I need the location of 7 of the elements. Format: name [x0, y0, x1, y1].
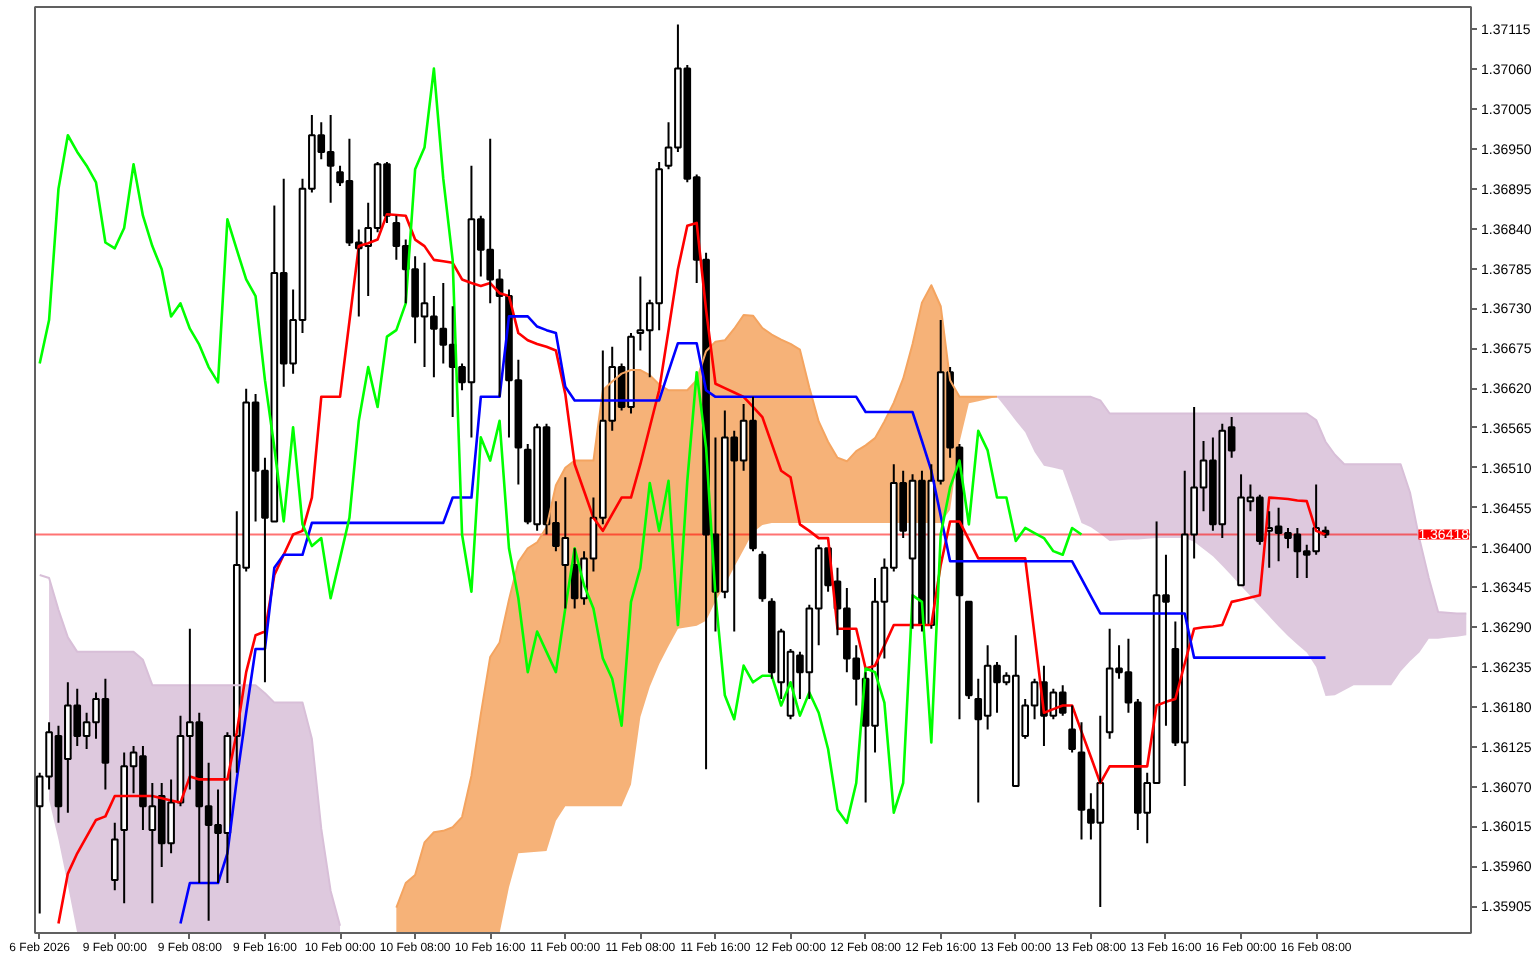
candlestick [965, 600, 973, 700]
candlestick [1068, 704, 1076, 754]
candlestick [758, 550, 767, 603]
candlestick [110, 821, 119, 892]
line-series [179, 315, 1327, 925]
line-series [38, 67, 1083, 825]
line-series [57, 212, 1327, 925]
